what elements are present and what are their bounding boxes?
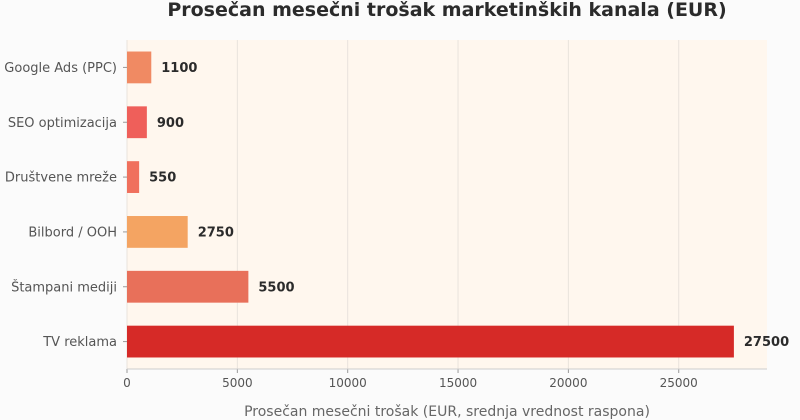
category-label: Google Ads (PPC) [4, 61, 117, 76]
plot-area [127, 40, 767, 369]
chart-title: Prosečan mesečni trošak marketinških kan… [167, 0, 726, 21]
x-axis-label: Prosečan mesečni trošak (EUR, srednja vr… [244, 404, 650, 420]
category-label: Bilbord / OOH [28, 225, 117, 240]
data-label: 900 [157, 116, 184, 131]
data-label: 2750 [198, 225, 234, 240]
data-label: 27500 [744, 335, 789, 350]
x-tick-label: 5000 [222, 376, 253, 390]
x-tick-label: 0 [123, 376, 131, 390]
bar [127, 106, 147, 139]
data-label: 5500 [258, 280, 294, 295]
x-tick-label: 10000 [329, 376, 367, 390]
x-tick-label: 25000 [660, 376, 698, 390]
x-tick-label: 20000 [549, 376, 587, 390]
bar [127, 51, 152, 84]
category-label: TV reklama [42, 335, 117, 350]
category-labels: Google Ads (PPC) SEO optimizacija Društven… [4, 61, 127, 350]
bar [127, 325, 734, 358]
x-axis-ticks: 0 5000 10000 15000 20000 25000 [123, 369, 698, 390]
category-label: SEO optimizacija [8, 116, 117, 131]
category-label: Štampani mediji [11, 279, 117, 295]
bar [127, 216, 188, 248]
data-label: 550 [149, 171, 176, 186]
data-labels: 1100 900 550 2750 5500 27500 [149, 61, 789, 350]
x-tick-label: 15000 [439, 376, 477, 390]
bar [127, 161, 140, 193]
bar [127, 270, 249, 303]
data-label: 1100 [161, 61, 197, 76]
bars [127, 51, 734, 358]
grid-lines [126, 40, 680, 369]
category-label: Društvene mreže [5, 171, 117, 186]
